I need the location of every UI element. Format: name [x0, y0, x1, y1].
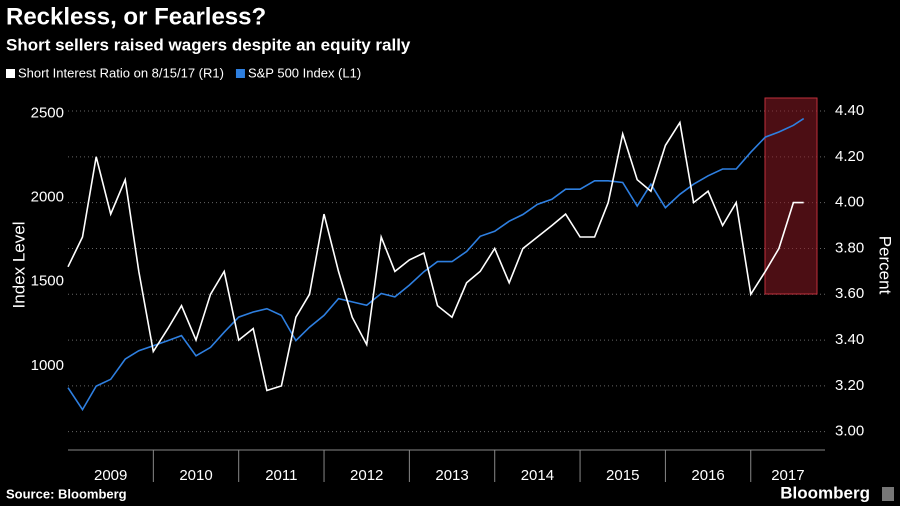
y-tick-label: 1500: [31, 273, 64, 290]
chart-subtitle: Short sellers raised wagers despite an e…: [6, 35, 411, 54]
legend-label: S&P 500 Index (L1): [248, 65, 361, 80]
y2-tick-label: 3.20: [835, 377, 864, 394]
x-tick-label: 2011: [265, 467, 297, 484]
brand-icon: [882, 487, 894, 501]
y-axis-label: Index Level: [9, 222, 28, 309]
brand: Bloomberg: [780, 483, 870, 502]
x-tick-label: 2012: [350, 467, 383, 484]
series-line: [67, 120, 804, 392]
y-tick-label: 2000: [31, 189, 64, 206]
y2-tick-label: 3.60: [835, 285, 864, 302]
x-tick-label: 2009: [94, 467, 127, 484]
legend-swatch: [6, 69, 15, 78]
y2-tick-label: 4.20: [835, 148, 864, 165]
x-tick-label: 2010: [179, 467, 212, 484]
y-tick-label: 2500: [31, 104, 64, 121]
x-tick-label: 2017: [771, 467, 804, 484]
legend-label: Short Interest Ratio on 8/15/17 (R1): [18, 65, 224, 80]
x-tick-label: 2016: [691, 467, 724, 484]
y-tick-label: 1000: [31, 357, 64, 374]
y2-tick-label: 4.40: [835, 102, 864, 119]
series-line: [67, 117, 805, 412]
x-tick-label: 2013: [435, 467, 468, 484]
y2-tick-label: 4.00: [835, 194, 864, 211]
y2-tick-label: 3.40: [835, 331, 864, 348]
x-tick-label: 2015: [606, 467, 639, 484]
y2-axis-label: Percent: [876, 236, 895, 295]
y2-tick-label: 3.80: [835, 239, 864, 256]
highlight-box: [764, 97, 818, 295]
source: Source: Bloomberg: [6, 486, 127, 501]
x-tick-label: 2014: [521, 467, 554, 484]
legend-swatch: [235, 69, 245, 78]
chart-title: Reckless, or Fearless?: [6, 3, 266, 30]
y2-tick-label: 3.00: [835, 423, 864, 440]
